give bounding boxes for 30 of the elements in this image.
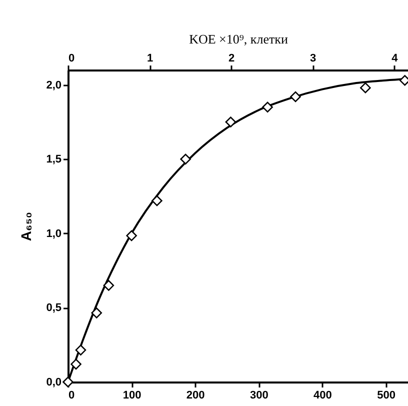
x2-tick-label: 0 bbox=[68, 52, 75, 64]
point bbox=[91, 308, 102, 318]
point bbox=[62, 376, 74, 388]
x-tick-label: 100 bbox=[122, 390, 142, 402]
x2-tick-label: 3 bbox=[310, 52, 316, 64]
y-tick-label: 1,0 bbox=[46, 228, 62, 240]
point bbox=[360, 82, 371, 94]
point bbox=[126, 230, 137, 242]
x-tick-label: 500 bbox=[377, 390, 396, 402]
x-tick-label: 300 bbox=[250, 390, 268, 402]
point bbox=[103, 280, 114, 291]
point bbox=[180, 154, 191, 165]
point bbox=[152, 195, 162, 206]
y-tick-label: 0,0 bbox=[46, 376, 62, 388]
x2-tick-label: 1 bbox=[146, 52, 154, 64]
x2-tick-label: 2 bbox=[228, 52, 235, 64]
y-axis-title: A₆₅₀ bbox=[18, 212, 34, 242]
point bbox=[262, 102, 273, 113]
point bbox=[70, 358, 82, 370]
x2-axis-title: KOE ×10⁹, клетки bbox=[189, 32, 288, 46]
x-tick-label: 0 bbox=[68, 390, 75, 402]
x2-tick-label: 4 bbox=[392, 52, 399, 64]
x-tick-label: 200 bbox=[186, 390, 205, 402]
x-tick-label: 400 bbox=[314, 390, 332, 402]
y-tick-label: 0,5 bbox=[46, 302, 62, 314]
y-tick-label: 2,0 bbox=[46, 79, 62, 92]
point bbox=[75, 344, 86, 356]
point bbox=[290, 91, 301, 102]
y-tick-label: 1,5 bbox=[46, 154, 62, 166]
point bbox=[225, 116, 236, 128]
